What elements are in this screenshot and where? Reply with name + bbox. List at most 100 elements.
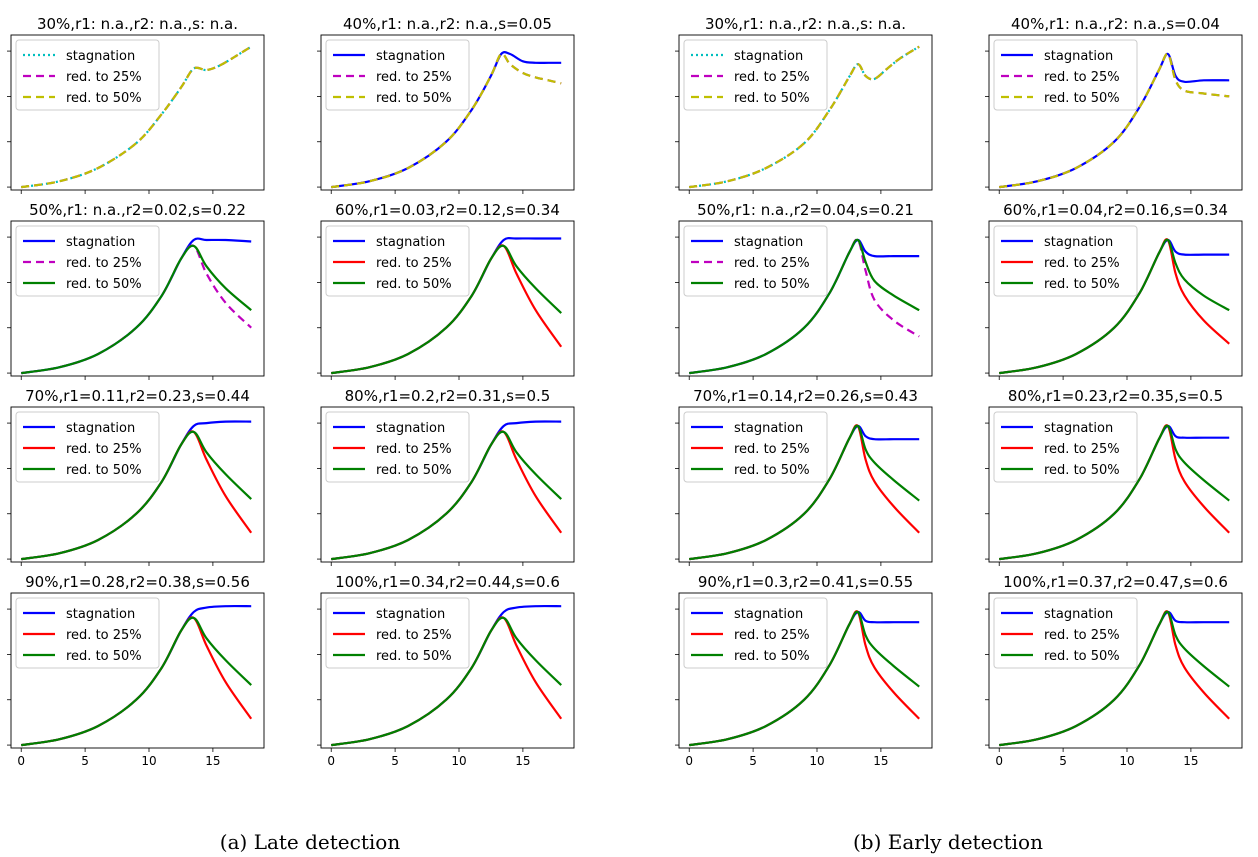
series-lines	[689, 610, 920, 747]
panel-title: 40%,r1: n.a.,r2: n.a.,s=0.05	[343, 15, 552, 33]
series-line-red50	[689, 610, 920, 747]
series-lines	[21, 604, 253, 747]
x-tick-label: 15	[1183, 754, 1198, 768]
series-lines	[999, 238, 1230, 375]
axes-frame	[988, 592, 1243, 749]
panel-late-7: 90%,r1=0.28,r2=0.38,s=0.56 0 5 10 15 stagnati…	[7, 573, 265, 768]
legend-label: red. to 25%	[376, 70, 452, 85]
legend-label: red. to 25%	[1044, 628, 1120, 643]
panel-early-2: 40%,r1: n.a.,r2: n.a.,s=0.04 stagnation re…	[985, 15, 1243, 194]
legend: stagnation red. to 25% red. to 50%	[325, 411, 470, 483]
axes-frame	[320, 406, 575, 563]
panel-title: 40%,r1: n.a.,r2: n.a.,s=0.04	[1011, 15, 1220, 33]
axes-frame	[320, 592, 575, 749]
series-line-red50	[999, 424, 1230, 561]
legend-label: red. to 25%	[66, 256, 142, 271]
caption-late-detection: (a) Late detection	[219, 830, 401, 854]
series-line-red50	[331, 430, 562, 561]
legend-label: stagnation	[376, 49, 445, 64]
x-tick-label: 15	[515, 754, 530, 768]
x-tick-label: 5	[391, 754, 399, 768]
legend-box	[325, 411, 470, 483]
legend-label: red. to 50%	[1044, 463, 1120, 478]
legend-label: red. to 25%	[1044, 442, 1120, 457]
series-line-red50	[21, 244, 252, 375]
series-lines	[331, 51, 562, 189]
legend: stagnation red. to 25% red. to 50%	[15, 411, 160, 483]
legend: stagnation red. to 25% red. to 50%	[683, 597, 828, 669]
legend-label: red. to 25%	[66, 628, 142, 643]
legend: stagnation red. to 25% red. to 50%	[325, 39, 470, 111]
panel-title: 60%,r1=0.04,r2=0.16,s=0.34	[1003, 201, 1228, 219]
x-tick-label: 0	[17, 754, 25, 768]
legend-label: stagnation	[376, 235, 445, 250]
legend-box	[683, 39, 828, 111]
legend: stagnation red. to 25% red. to 50%	[325, 225, 470, 297]
legend-label: red. to 50%	[734, 277, 810, 292]
panel-title: 100%,r1=0.37,r2=0.47,s=0.6	[1003, 573, 1228, 591]
x-tick-label: 0	[995, 754, 1003, 768]
axes-frame	[988, 34, 1243, 191]
series-lines	[999, 424, 1230, 561]
panel-title: 50%,r1: n.a.,r2=0.02,s=0.22	[29, 201, 246, 219]
panel-title: 80%,r1=0.23,r2=0.35,s=0.5	[1008, 387, 1223, 405]
axes-frame	[678, 34, 933, 191]
legend-label: red. to 25%	[1044, 70, 1120, 85]
legend-label: red. to 50%	[66, 463, 142, 478]
legend-box	[15, 225, 160, 297]
series-line-red50	[689, 238, 920, 375]
legend-label: red. to 50%	[1044, 277, 1120, 292]
x-tick-label: 5	[1059, 754, 1067, 768]
series-line-red50	[21, 430, 252, 561]
legend-box	[683, 597, 828, 669]
series-lines	[331, 236, 563, 375]
legend-label: red. to 25%	[1044, 256, 1120, 271]
legend: stagnation red. to 25% red. to 50%	[15, 39, 160, 111]
axes-frame	[320, 220, 575, 377]
axes-frame	[678, 406, 933, 563]
legend-label: red. to 50%	[376, 463, 452, 478]
panel-late-2: 40%,r1: n.a.,r2: n.a.,s=0.05 stagnation re…	[317, 15, 575, 194]
panel-title: 50%,r1: n.a.,r2=0.04,s=0.21	[697, 201, 914, 219]
series-lines	[331, 420, 563, 561]
legend-box	[15, 39, 160, 111]
legend-box	[683, 411, 828, 483]
legend: stagnation red. to 25% red. to 50%	[15, 225, 160, 297]
legend-label: stagnation	[734, 49, 803, 64]
axes-frame	[10, 220, 265, 377]
legend-box	[325, 597, 470, 669]
panel-early-5: 70%,r1=0.14,r2=0.26,s=0.43 stagnation red.…	[675, 387, 933, 566]
panel-late-3: 50%,r1: n.a.,r2=0.02,s=0.22 stagnation red…	[7, 201, 265, 380]
panel-early-4: 60%,r1=0.04,r2=0.16,s=0.34 stagnation red.…	[985, 201, 1243, 380]
axes-frame	[678, 220, 933, 377]
legend-label: red. to 25%	[734, 256, 810, 271]
series-lines	[21, 237, 252, 375]
panel-early-7: 90%,r1=0.3,r2=0.41,s=0.55 0 5 10 15 stagnatio…	[675, 573, 933, 768]
panel-early-6: 80%,r1=0.23,r2=0.35,s=0.5 stagnation red. …	[985, 387, 1243, 566]
series-line-red50	[331, 52, 562, 189]
axes-frame	[988, 406, 1243, 563]
legend-label: stagnation	[734, 607, 803, 622]
panel-late-4: 60%,r1=0.03,r2=0.12,s=0.34 stagnation red.…	[317, 201, 575, 380]
x-tick-label: 10	[451, 754, 466, 768]
panel-title: 90%,r1=0.28,r2=0.38,s=0.56	[25, 573, 250, 591]
series-lines	[999, 52, 1230, 189]
series-line-red50	[999, 52, 1230, 189]
legend-label: red. to 50%	[376, 649, 452, 664]
axes-frame	[10, 592, 265, 749]
legend-label: stagnation	[66, 49, 135, 64]
legend-label: stagnation	[66, 607, 135, 622]
x-tick-label: 0	[327, 754, 335, 768]
panel-early-3: 50%,r1: n.a.,r2=0.04,s=0.21 stagnation red…	[675, 201, 933, 380]
legend-label: stagnation	[376, 421, 445, 436]
legend-label: red. to 50%	[66, 649, 142, 664]
legend-box	[993, 39, 1138, 111]
series-lines	[999, 610, 1230, 747]
series-line-red50	[999, 238, 1230, 375]
legend-box	[15, 597, 160, 669]
series-line-red50	[331, 616, 562, 747]
legend-box	[993, 597, 1138, 669]
legend: stagnation red. to 25% red. to 50%	[683, 225, 828, 297]
x-tick-label: 10	[809, 754, 824, 768]
